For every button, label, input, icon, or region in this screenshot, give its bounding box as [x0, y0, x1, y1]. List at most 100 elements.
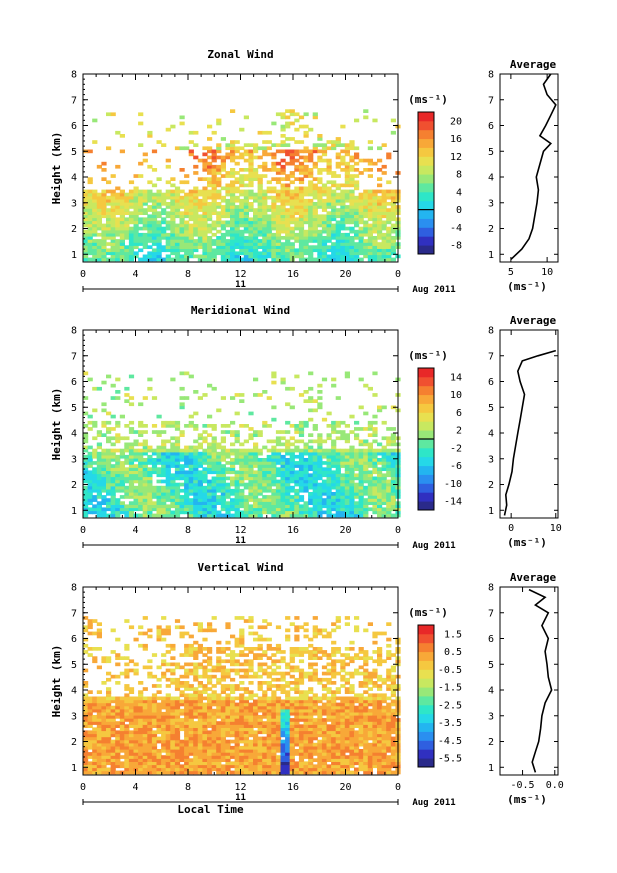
- heatmap-cell: [165, 708, 171, 713]
- heatmap-cell: [354, 492, 360, 496]
- heatmap-cell: [92, 631, 98, 636]
- heatmap-cell: [184, 214, 190, 219]
- heatmap-cell: [381, 461, 387, 465]
- heatmap-cell: [138, 420, 144, 425]
- heatmap-cell: [211, 467, 217, 471]
- heatmap-cell: [211, 202, 217, 206]
- heatmap-cell: [294, 488, 300, 493]
- x-tick-label: 8: [185, 269, 191, 280]
- heatmap-cell: [354, 198, 360, 203]
- heatmap-cell: [147, 220, 153, 225]
- heatmap-cell: [326, 470, 332, 475]
- heatmap-cell: [331, 485, 337, 490]
- heatmap-cell: [390, 439, 396, 444]
- heatmap-cell: [257, 482, 263, 487]
- heatmap-cell: [188, 482, 194, 487]
- heatmap-cell: [349, 195, 355, 200]
- heatmap-cell: [188, 130, 194, 135]
- heatmap-cell: [354, 229, 360, 234]
- heatmap-cell: [285, 445, 291, 450]
- heatmap-cell: [202, 436, 208, 441]
- heatmap-cell: [188, 467, 194, 471]
- heatmap-cell: [96, 690, 102, 694]
- heatmap-cell: [211, 427, 217, 431]
- heatmap-cell: [211, 220, 217, 225]
- heatmap-cell: [253, 476, 259, 481]
- heatmap-cell: [124, 708, 130, 713]
- heatmap-cell: [207, 736, 213, 741]
- heatmap-cell: [321, 186, 328, 191]
- heatmap-cell: [344, 488, 350, 493]
- heatmap-cell: [193, 668, 199, 673]
- heatmap-cell: [326, 461, 332, 465]
- heatmap-cell: [115, 761, 121, 766]
- heatmap-cell: [193, 451, 199, 456]
- heatmap-cell: [128, 625, 135, 630]
- heatmap-cell: [96, 721, 102, 725]
- profile-y-tick-label: 8: [488, 70, 494, 81]
- heatmap-cell: [156, 220, 162, 225]
- heatmap-cell: [142, 708, 148, 713]
- colorbar-swatch: [418, 439, 434, 449]
- heatmap-cell: [294, 158, 300, 163]
- heatmap-cell: [101, 464, 107, 468]
- heatmap-cell: [275, 473, 282, 478]
- heatmap-cell: [225, 739, 231, 744]
- heatmap-cell: [243, 451, 249, 456]
- heatmap-cell: [230, 668, 236, 673]
- heatmap-cell: [225, 189, 231, 194]
- heatmap-cell: [184, 464, 190, 468]
- heatmap-cell: [184, 631, 190, 636]
- heatmap-cell: [381, 251, 387, 256]
- heatmap-cell: [161, 770, 167, 775]
- heatmap-cell: [142, 482, 148, 487]
- heatmap-cell: [294, 510, 300, 515]
- heatmap-cell: [230, 479, 236, 484]
- heatmap-cell: [363, 202, 369, 206]
- heatmap-cell: [363, 109, 369, 113]
- heatmap-cell: [207, 467, 213, 471]
- heatmap-cell: [220, 730, 226, 735]
- heatmap-cell: [344, 482, 350, 487]
- heatmap-cell: [193, 223, 199, 228]
- heatmap-cell: [344, 161, 350, 166]
- heatmap-cell: [87, 724, 93, 728]
- heatmap-cell: [128, 715, 135, 719]
- heatmap-cell: [331, 232, 337, 237]
- heatmap-cell: [83, 239, 89, 243]
- heatmap-cell: [340, 476, 346, 481]
- heatmap-cell: [335, 504, 341, 509]
- heatmap-cell: [207, 226, 213, 231]
- heatmap-cell: [257, 488, 263, 493]
- heatmap-cell: [193, 208, 199, 212]
- heatmap-cell: [156, 513, 162, 518]
- heatmap-cell: [133, 220, 139, 225]
- heatmap-cell: [142, 739, 148, 744]
- heatmap-cell: [211, 242, 217, 246]
- heatmap-cell: [280, 189, 286, 194]
- heatmap-cell: [253, 377, 259, 382]
- heatmap-cell: [298, 205, 305, 209]
- heatmap-cell: [119, 149, 125, 154]
- heatmap-cell: [303, 232, 309, 237]
- heatmap-cell: [239, 180, 245, 185]
- heatmap-cell: [275, 220, 282, 225]
- heatmap-cell: [326, 180, 332, 185]
- heatmap-cell: [151, 458, 158, 462]
- profile-line: [503, 349, 557, 516]
- heatmap-cell: [216, 229, 222, 234]
- heatmap-cell: [266, 470, 272, 475]
- heatmap-cell: [248, 476, 254, 481]
- heatmap-cell: [275, 492, 282, 496]
- heatmap-cell: [335, 164, 341, 169]
- heatmap-cell: [349, 254, 355, 259]
- heatmap-cell: [207, 761, 213, 766]
- heatmap-cell: [138, 708, 144, 713]
- heatmap-cell: [344, 467, 350, 471]
- heatmap-cell: [211, 251, 217, 256]
- heatmap-cell: [372, 454, 378, 459]
- heatmap-cell: [188, 650, 194, 654]
- heatmap-cell: [179, 371, 185, 376]
- heatmap-cell: [202, 749, 208, 753]
- heatmap-cell: [101, 214, 107, 219]
